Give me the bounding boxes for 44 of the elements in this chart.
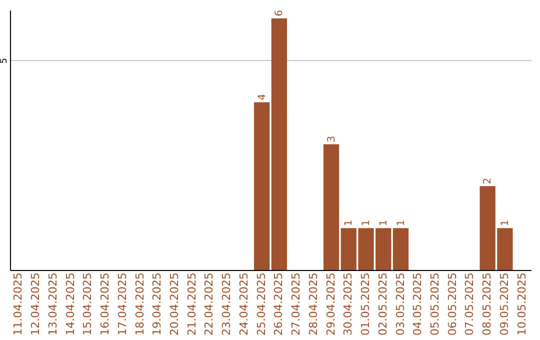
bar <box>323 144 340 270</box>
x-tick-label: 21.04.2025 <box>185 272 198 336</box>
y-tick-label: 5 <box>0 58 10 64</box>
x-tick-label: 30.04.2025 <box>342 272 355 336</box>
x-tick-label: 01.05.2025 <box>359 272 372 336</box>
x-tick-label: 09.05.2025 <box>498 272 511 336</box>
x-tick-label: 12.04.2025 <box>29 272 42 336</box>
bar <box>271 18 287 270</box>
x-tick-label: 20.04.2025 <box>168 272 181 336</box>
x-tick-label: 22.04.2025 <box>202 272 216 336</box>
x-tick-label: 28.04.2025 <box>306 272 320 336</box>
x-tick-label: 14.04.2025 <box>64 272 77 336</box>
bar <box>254 102 270 270</box>
x-tick-label: 11.04.2025 <box>12 272 25 336</box>
x-tick-label: 08.05.2025 <box>480 272 494 336</box>
data-label: 6 <box>274 10 286 16</box>
x-tick-label: 24.04.2025 <box>237 272 250 336</box>
x-tick-label: 29.04.2025 <box>324 272 338 336</box>
data-label: 1 <box>361 220 372 226</box>
x-tick-label: 07.05.2025 <box>463 272 476 336</box>
x-tick-label: 25.04.2025 <box>254 272 268 336</box>
x-tick-label: 03.05.2025 <box>394 272 407 336</box>
data-label: 1 <box>378 220 390 226</box>
x-tick-label: 16.04.2025 <box>98 272 112 336</box>
x-tick-label: 06.05.2025 <box>446 272 459 336</box>
x-tick-label: 27.04.2025 <box>290 272 303 336</box>
x-tick-label: 15.04.2025 <box>81 272 94 336</box>
data-label: 1 <box>396 220 407 226</box>
x-tick-label: 02.05.2025 <box>376 272 390 336</box>
data-label: 3 <box>326 136 338 142</box>
x-tick-label: 17.04.2025 <box>116 272 129 336</box>
x-tick-label: 18.04.2025 <box>133 272 146 336</box>
x-tick-label: 19.04.2025 <box>150 272 164 336</box>
x-tick-label: 13.04.2025 <box>46 272 60 336</box>
x-tick-label: 10.05.2025 <box>515 272 528 336</box>
bar <box>392 228 409 270</box>
data-label: 1 <box>500 220 511 226</box>
x-tick-label: 26.04.2025 <box>272 272 286 336</box>
x-tick-label: 05.05.2025 <box>428 272 442 336</box>
x-tick-label: 04.05.2025 <box>411 272 424 336</box>
data-label: 1 <box>344 220 355 226</box>
data-label: 4 <box>256 94 268 100</box>
x-tick-label: 23.04.2025 <box>220 272 234 336</box>
data-label: 2 <box>482 178 494 184</box>
